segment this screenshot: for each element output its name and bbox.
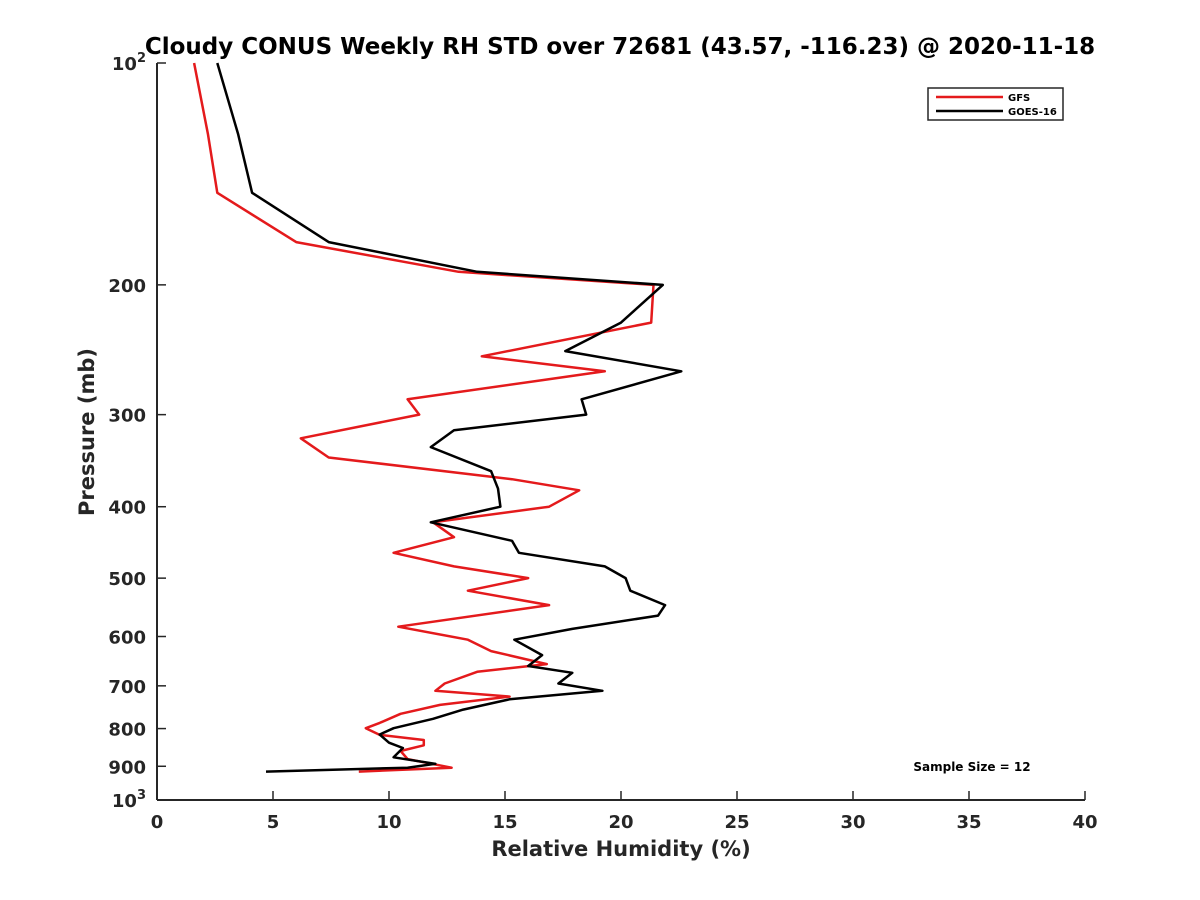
y-tick-label: 900 [108,757,146,778]
y-tick-label: 103 [112,788,146,812]
legend-label-gfs: GFS [1008,93,1030,104]
sample-size-annotation: Sample Size = 12 [913,760,1030,774]
y-tick-label: 200 [108,276,146,297]
legend-box [927,87,1064,121]
y-tick-label: 800 [108,720,146,741]
y-tick-label: 500 [108,569,146,590]
x-tick-label: 40 [1072,812,1097,833]
x-tick-label: 20 [608,812,633,833]
series-layer [192,62,683,773]
chart-title: Cloudy CONUS Weekly RH STD over 72681 (4… [145,34,1095,60]
y-tick-label: 300 [108,406,146,427]
x-tick-label: 25 [724,812,749,833]
legend: GFS GOES-16 [927,87,1064,121]
legend-label-goes16: GOES-16 [1008,107,1057,118]
x-tick-label: 5 [267,812,280,833]
y-tick-label: 600 [108,627,146,648]
y-tick-label: 102 [112,51,146,75]
x-ticks: 0 5 10 15 20 25 30 35 40 [151,791,1098,833]
x-tick-label: 35 [956,812,981,833]
x-axis-label: Relative Humidity (%) [491,837,750,861]
x-tick-label: 30 [840,812,865,833]
x-tick-label: 0 [151,812,164,833]
y-ticks: 102 200 300 400 500 600 700 800 900 103 [108,51,166,812]
series-line-gfs [192,62,655,773]
x-tick-label: 10 [376,812,401,833]
x-tick-label: 15 [492,812,517,833]
series-line-goes16 [216,62,683,773]
y-axis-label: Pressure (mb) [75,348,99,516]
y-tick-label: 400 [108,498,146,519]
y-tick-label: 700 [108,677,146,698]
